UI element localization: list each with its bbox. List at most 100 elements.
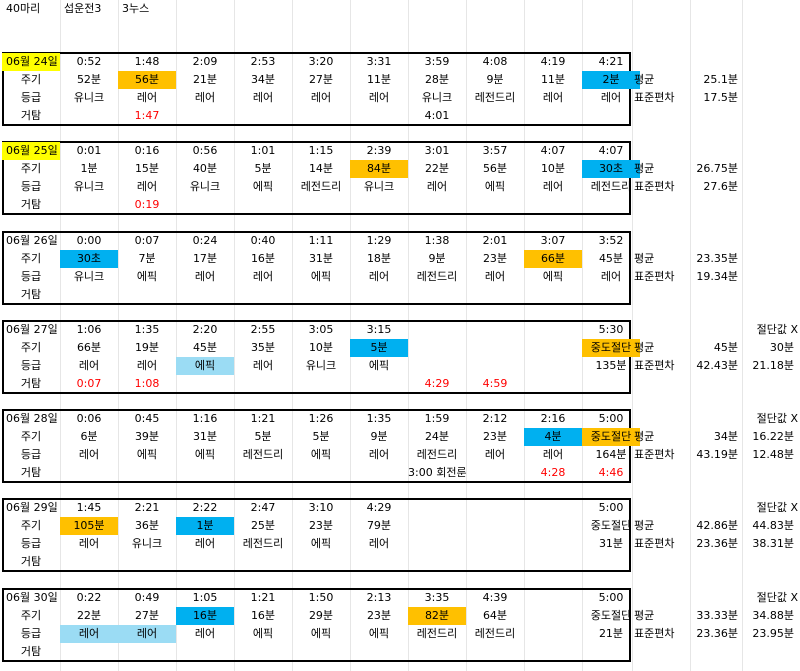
avg-label[interactable]: 평균	[634, 519, 655, 532]
cycle-cell[interactable]	[408, 517, 466, 535]
grade-cell[interactable]: 에픽	[136, 448, 158, 461]
grade-cell[interactable]: 레어	[542, 180, 564, 193]
cycle-cell[interactable]: 23분	[482, 430, 508, 443]
time-cell[interactable]: 0:16	[134, 144, 160, 157]
cycle-cell[interactable]	[466, 339, 524, 357]
grade-cell[interactable]: 에픽	[310, 448, 332, 461]
time-cell[interactable]: 2:53	[250, 55, 276, 68]
grade-cell[interactable]	[408, 535, 466, 553]
time-cell[interactable]	[466, 321, 524, 339]
cycle-cell[interactable]: 5분	[312, 430, 330, 443]
cycle-cell[interactable]: 30초	[582, 160, 640, 178]
cycle-cell[interactable]: 23분	[308, 519, 334, 532]
grade-cell[interactable]: 레전드리	[474, 627, 516, 640]
avg-value[interactable]: 25.1분	[703, 73, 738, 86]
time-cell[interactable]: 3:57	[482, 144, 508, 157]
time-cell[interactable]: 4:19	[540, 55, 566, 68]
cycle-cell[interactable]: 5분	[350, 339, 408, 357]
row-label-cycle[interactable]: 주기	[20, 73, 42, 86]
avg-value[interactable]: 23.35분	[696, 252, 738, 265]
time-cell[interactable]: 2:47	[250, 501, 276, 514]
far-cell[interactable]: 4:29	[424, 377, 450, 390]
avg-value[interactable]: 33.33분	[696, 609, 738, 622]
time-cell[interactable]: 1:35	[366, 412, 392, 425]
far-cell[interactable]: 4:28	[540, 466, 566, 479]
cycle-cell[interactable]: 56분	[118, 71, 176, 89]
cycle-cell[interactable]: 9분	[370, 430, 388, 443]
cycle-cell[interactable]: 45분	[192, 341, 218, 354]
avg-value[interactable]: 45분	[713, 341, 738, 354]
row-label-far[interactable]: 거탐	[20, 555, 42, 568]
time-cell[interactable]	[408, 499, 466, 517]
row-label-far[interactable]: 거탐	[20, 645, 42, 658]
cycle-cell[interactable]: 16분	[176, 607, 234, 625]
grade-cell[interactable]: 에픽	[310, 270, 332, 283]
grade-cell[interactable]: 135분	[595, 359, 627, 372]
cycle-cell[interactable]	[408, 339, 466, 357]
cycle-cell[interactable]: 45분	[598, 252, 624, 265]
time-cell[interactable]: 1:38	[424, 234, 450, 247]
cutoff-std[interactable]: 21.18분	[752, 359, 794, 372]
far-cell[interactable]: 4:46	[598, 466, 624, 479]
time-cell[interactable]: 5:00	[598, 591, 624, 604]
time-cell[interactable]: 2:16	[540, 412, 566, 425]
date-cell[interactable]: 06월 27일	[6, 323, 58, 336]
time-cell[interactable]: 0:06	[76, 412, 102, 425]
cutoff-label[interactable]: 절단값 X	[756, 412, 798, 425]
avg-label[interactable]: 평균	[634, 252, 655, 265]
time-cell[interactable]: 2:55	[250, 323, 276, 336]
time-cell[interactable]: 3:59	[424, 55, 450, 68]
cycle-cell[interactable]: 79분	[366, 519, 392, 532]
avg-label[interactable]: 평균	[634, 341, 655, 354]
row-label-far[interactable]: 거탐	[20, 198, 42, 211]
grade-cell[interactable]: 에픽	[310, 537, 332, 550]
grade-cell[interactable]: 에픽	[176, 357, 234, 375]
grade-cell[interactable]: 에픽	[136, 270, 158, 283]
time-cell[interactable]: 3:31	[366, 55, 392, 68]
grade-cell[interactable]: 유니크	[305, 359, 337, 372]
cycle-cell[interactable]: 중도절단	[582, 428, 640, 446]
grade-cell[interactable]: 레어	[484, 270, 506, 283]
cycle-cell[interactable]: 40분	[192, 162, 218, 175]
cycle-cell[interactable]: 29분	[308, 609, 334, 622]
date-cell[interactable]: 06월 29일	[6, 501, 58, 514]
cycle-cell[interactable]	[524, 517, 582, 535]
grade-cell[interactable]: 유니크	[131, 537, 163, 550]
cycle-cell[interactable]: 16분	[250, 609, 276, 622]
cycle-cell[interactable]: 34분	[250, 73, 276, 86]
avg-value[interactable]: 34분	[713, 430, 738, 443]
time-cell[interactable]: 3:07	[540, 234, 566, 247]
cycle-cell[interactable]: 14분	[308, 162, 334, 175]
grade-cell[interactable]: 레어	[368, 91, 390, 104]
time-cell[interactable]	[524, 321, 582, 339]
std-label[interactable]: 표준편차	[634, 270, 675, 283]
cycle-cell[interactable]: 66분	[76, 341, 102, 354]
time-cell[interactable]: 0:45	[134, 412, 160, 425]
cycle-cell[interactable]: 21분	[192, 73, 218, 86]
time-cell[interactable]: 2:20	[192, 323, 218, 336]
grade-cell[interactable]: 레전드리	[474, 91, 516, 104]
cycle-cell[interactable]: 9분	[486, 73, 504, 86]
time-cell[interactable]: 0:24	[192, 234, 218, 247]
grade-cell[interactable]: 21분	[598, 627, 624, 640]
grade-cell[interactable]: 31분	[598, 537, 624, 550]
grade-cell[interactable]	[524, 625, 582, 643]
row-label-cycle[interactable]: 주기	[20, 430, 42, 443]
cutoff-avg[interactable]: 16.22분	[752, 430, 794, 443]
std-label[interactable]: 표준편차	[634, 448, 675, 461]
time-cell[interactable]: 2:01	[482, 234, 508, 247]
cycle-cell[interactable]: 1분	[80, 162, 98, 175]
grade-cell[interactable]: 유니크	[421, 91, 453, 104]
time-cell[interactable]: 3:05	[308, 323, 334, 336]
row-label-grade[interactable]: 등급	[20, 270, 42, 283]
row-label-grade[interactable]: 등급	[20, 91, 42, 104]
grade-cell[interactable]: 레어	[194, 91, 216, 104]
header-cell[interactable]: 섭운전3	[64, 2, 102, 15]
cycle-cell[interactable]: 5분	[254, 430, 272, 443]
grade-cell[interactable]: 레어	[136, 91, 158, 104]
std-value[interactable]: 17.5분	[703, 91, 738, 104]
cycle-cell[interactable]: 2분	[582, 71, 640, 89]
far-cell[interactable]: 4:59	[482, 377, 508, 390]
time-cell[interactable]: 3:52	[598, 234, 624, 247]
grade-cell[interactable]: 유니크	[73, 270, 105, 283]
